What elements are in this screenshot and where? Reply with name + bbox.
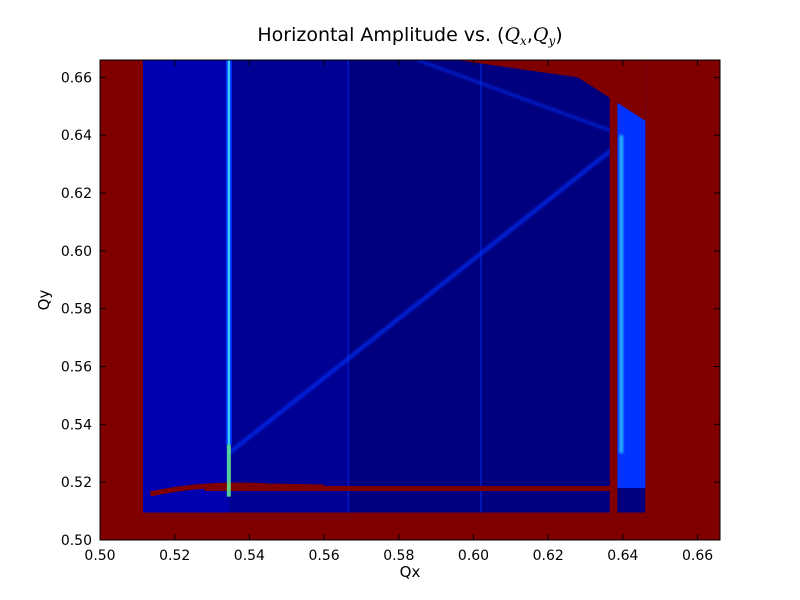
chart-title-sub-x: x <box>520 34 527 48</box>
horizontal-saturated-band <box>204 485 618 491</box>
y-tick-label-8: 0.66 <box>61 70 92 86</box>
mid-shading <box>228 60 349 513</box>
x-tick-label-7: 0.64 <box>607 548 638 564</box>
y-tick-label-0: 0.50 <box>61 533 92 549</box>
near-resonance-shading <box>142 60 229 513</box>
x-tick-label-2: 0.54 <box>234 548 265 564</box>
vertical-resonance-line <box>227 60 231 445</box>
vertical-resonance-low-end <box>226 444 231 497</box>
x-tick-label-6: 0.62 <box>533 548 564 564</box>
chart-title-var-qx: Q <box>504 24 520 46</box>
chart-title-comma: , <box>527 24 533 46</box>
horizontal-band-left-tail <box>149 482 325 497</box>
heatmap-plot-area <box>100 60 720 540</box>
chart-title-close-paren: ) <box>555 24 562 46</box>
y-axis: 0.50 0.52 0.54 0.56 0.58 0.60 0.62 0.64 0.66 <box>61 70 720 549</box>
right-band-core <box>619 135 624 454</box>
y-tick-label-7: 0.64 <box>61 128 92 144</box>
y-axis-label: Qy <box>35 290 53 311</box>
y-tick-label-6: 0.62 <box>61 186 92 202</box>
x-tick-label-4: 0.58 <box>383 548 414 564</box>
x-tick-label-5: 0.60 <box>458 548 489 564</box>
diagonal-resonance-line <box>227 139 625 455</box>
chart-title-prefix: Horizontal Amplitude vs. <box>257 24 497 46</box>
x-tick-label-1: 0.52 <box>159 548 190 564</box>
chart-title-open-paren: ( <box>497 24 504 46</box>
y-tick-label-3: 0.56 <box>61 360 92 376</box>
y-tick-label-5: 0.60 <box>61 244 92 260</box>
x-tick-label-8: 0.66 <box>682 548 713 564</box>
x-tick-label-3: 0.56 <box>309 548 340 564</box>
right-saturated-gap <box>609 60 618 513</box>
x-axis-label: Qx <box>400 563 421 581</box>
chart-title-sub-y: y <box>547 34 555 48</box>
x-tick-label-0: 0.50 <box>84 548 115 564</box>
y-tick-label-4: 0.58 <box>61 302 92 318</box>
chart-title-var-qy: Q <box>533 24 549 46</box>
anti-diagonal-resonance-line <box>416 60 624 137</box>
y-tick-label-2: 0.54 <box>61 417 92 433</box>
plot-frame <box>99 59 721 541</box>
x-axis: 0.50 0.52 0.54 0.56 0.58 0.60 0.62 0.64 0.66 <box>84 60 713 564</box>
top-right-saturated-corner <box>456 60 646 121</box>
chart-title: Horizontal Amplitude vs. (Qx,Qy) <box>257 24 562 48</box>
y-tick-label-1: 0.52 <box>61 475 92 491</box>
